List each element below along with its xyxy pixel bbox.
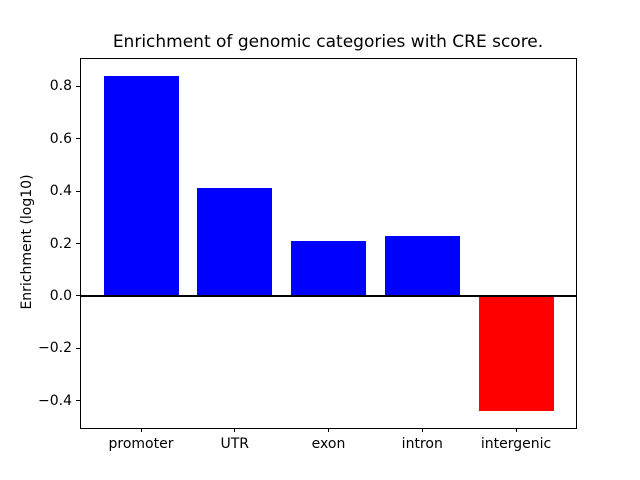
- y-tick-label: −0.2: [38, 340, 72, 357]
- y-tick: [76, 295, 80, 297]
- y-tick-label: 0.8: [49, 78, 72, 95]
- y-tick-label: 0.0: [49, 287, 72, 304]
- y-tick-label: 0.6: [49, 130, 72, 147]
- y-tick: [76, 85, 80, 87]
- x-tick-label-exon: exon: [311, 436, 346, 452]
- y-tick: [76, 347, 80, 349]
- x-tick: [140, 428, 142, 432]
- y-tick: [76, 190, 80, 192]
- bar-intron: [384, 235, 460, 296]
- x-tick: [234, 428, 236, 432]
- y-tick: [76, 138, 80, 140]
- y-tick-label: 0.2: [49, 235, 72, 252]
- y-tick-label: −0.4: [38, 392, 72, 409]
- plot-area: 0.8 0.6 0.4 0.2 0.0 −0.2 −0.4 promoter UTR exon in…: [38, 58, 577, 452]
- y-tick: [76, 400, 80, 402]
- chart-title: Enrichment of genomic categories with CR…: [112, 32, 544, 52]
- y-tick: [76, 243, 80, 244]
- bar-intergenic: [478, 295, 554, 412]
- x-tick-label-intergenic: intergenic: [480, 436, 552, 452]
- bar-exon: [291, 240, 366, 296]
- zero-line: [81, 294, 576, 297]
- y-tick-label: 0.4: [49, 183, 72, 200]
- bar-UTR: [197, 188, 273, 296]
- x-tick: [515, 428, 517, 432]
- x-tick-label-intron: intron: [401, 436, 443, 452]
- y-axis-label: Enrichment (log10): [19, 174, 35, 310]
- x-tick-label-UTR: UTR: [220, 436, 250, 452]
- bar-promoter: [103, 75, 179, 296]
- x-tick: [328, 428, 329, 432]
- x-tick-label-promoter: promoter: [108, 436, 174, 452]
- x-tick: [421, 428, 423, 432]
